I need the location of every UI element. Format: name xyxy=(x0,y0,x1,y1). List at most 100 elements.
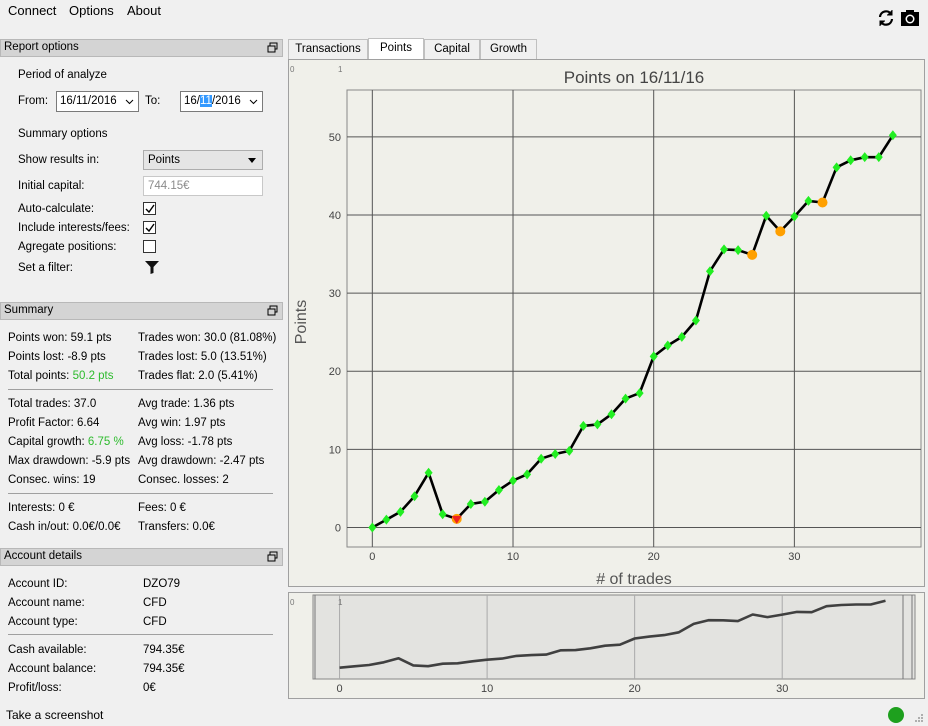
to-label: To: xyxy=(145,95,161,107)
overview-x-tick-label: 20 xyxy=(629,683,641,695)
win-marker xyxy=(565,445,574,456)
menu-options[interactable]: Options xyxy=(69,3,114,18)
x-tick-label: 0 xyxy=(369,551,375,563)
win-marker xyxy=(382,514,391,525)
summary-header: Summary xyxy=(0,302,283,320)
points-won: Points won: 59.1 pts xyxy=(8,332,112,344)
status-bar: Take a screenshot xyxy=(0,705,928,726)
to-date-picker[interactable]: 16/11/2016 xyxy=(180,91,263,112)
y-tick-label: 0 xyxy=(335,522,341,534)
auto-calculate-checkbox[interactable] xyxy=(143,202,156,215)
filter-icon[interactable] xyxy=(144,259,160,275)
to-date-year: /2016 xyxy=(211,95,241,107)
account-name-label: Account name: xyxy=(8,597,85,609)
win-marker xyxy=(790,211,799,222)
chart-title: Points on 16/11/16 xyxy=(564,68,705,87)
account-details-title: Account details xyxy=(4,550,82,562)
win-marker xyxy=(523,469,532,480)
account-type-value: CFD xyxy=(143,616,167,628)
account-balance-value: 794.35€ xyxy=(143,663,185,675)
show-results-value: Points xyxy=(148,154,180,166)
overview-x-tick-label: 30 xyxy=(776,683,788,695)
status-text[interactable]: Take a screenshot xyxy=(6,708,104,722)
win-marker xyxy=(734,245,743,256)
x-tick-label: 10 xyxy=(507,551,519,563)
avg-drawdown: Avg drawdown: -2.47 pts xyxy=(138,455,265,467)
profit-factor: Profit Factor: 6.64 xyxy=(8,417,100,429)
avg-win: Avg win: 1.97 pts xyxy=(138,417,226,429)
loss-marker xyxy=(747,249,758,260)
y-tick-label: 10 xyxy=(329,444,341,456)
tab-capital[interactable]: Capital xyxy=(424,39,480,59)
to-date-month-selected: 11 xyxy=(200,95,212,107)
win-marker xyxy=(537,453,546,464)
win-marker xyxy=(424,467,433,478)
win-marker xyxy=(368,522,377,533)
x-tick-label: 20 xyxy=(648,551,660,563)
win-marker xyxy=(509,475,518,486)
tab-growth[interactable]: Growth xyxy=(480,39,537,59)
win-marker xyxy=(579,420,588,431)
trades-won: Trades won: 30.0 (81.08%) xyxy=(138,332,277,344)
total-points-label: Total points: xyxy=(8,370,73,382)
initial-capital-input[interactable]: 744.15€ xyxy=(143,176,263,196)
from-date-picker[interactable]: 16/11/2016 xyxy=(56,91,139,112)
trades-lost: Trades lost: 5.0 (13.51%) xyxy=(138,351,267,363)
chevron-down-icon xyxy=(125,99,134,105)
to-date-day: 16/ xyxy=(184,95,200,107)
win-marker xyxy=(396,506,405,517)
divider xyxy=(8,389,273,390)
camera-icon[interactable] xyxy=(900,8,920,28)
fees: Fees: 0 € xyxy=(138,502,186,514)
y-tick-label: 20 xyxy=(329,366,341,378)
tab-points[interactable]: Points xyxy=(368,38,424,59)
account-type-label: Account type: xyxy=(8,616,78,628)
win-marker xyxy=(720,244,729,255)
cash-available-value: 794.35€ xyxy=(143,644,185,656)
float-panel-icon[interactable] xyxy=(267,42,278,53)
overview-corner-label-left: 0 xyxy=(290,598,295,607)
overview-x-tick-label: 0 xyxy=(336,683,342,695)
include-interests-checkbox[interactable] xyxy=(143,221,156,234)
period-label: Period of analyze xyxy=(18,69,107,81)
win-marker xyxy=(832,162,841,173)
float-panel-icon[interactable] xyxy=(267,551,278,562)
plot-area xyxy=(346,89,922,548)
aggregate-positions-checkbox[interactable] xyxy=(143,240,156,253)
y-tick-label: 40 xyxy=(329,210,341,222)
menu-about[interactable]: About xyxy=(127,3,161,18)
x-tick-label: 30 xyxy=(788,551,800,563)
account-id-label: Account ID: xyxy=(8,578,68,590)
y-tick-label: 30 xyxy=(329,288,341,300)
x-axis-label: # of trades xyxy=(596,571,672,586)
win-marker xyxy=(466,499,475,510)
tab-transactions[interactable]: Transactions xyxy=(288,39,368,59)
menu-connect[interactable]: Connect xyxy=(8,3,57,18)
capital-growth-value: 6.75 % xyxy=(87,436,124,448)
float-panel-icon[interactable] xyxy=(267,305,278,316)
win-marker xyxy=(607,409,616,420)
aggregate-positions-label: Agregate positions: xyxy=(18,241,117,253)
show-results-select[interactable]: Points xyxy=(143,150,263,170)
total-points-value: 50.2 pts xyxy=(72,370,114,382)
refresh-icon[interactable] xyxy=(876,8,896,28)
from-label: From: xyxy=(18,95,49,107)
points-chart[interactable]: 0 10 20 30 40 50 0 10 20 30 Points on 16/11/16 # of… xyxy=(288,59,925,588)
loss-marker xyxy=(775,226,786,237)
profit-loss-value: 0€ xyxy=(143,682,156,694)
summary-options-label: Summary options xyxy=(18,128,108,140)
overview-chart-svg: 0 10 20 30 0 1 xyxy=(290,594,916,695)
win-marker xyxy=(649,351,658,362)
points-lost: Points lost: -8.9 pts xyxy=(8,351,106,363)
avg-loss: Avg loss: -1.78 pts xyxy=(138,436,233,448)
resize-grip-icon[interactable] xyxy=(914,713,924,723)
win-marker xyxy=(593,419,602,430)
y-axis-label: Points xyxy=(293,300,310,344)
set-filter-label: Set a filter: xyxy=(18,262,73,274)
consec-wins: Consec. wins: 19 xyxy=(8,474,96,486)
total-trades: Total trades: 37.0 xyxy=(8,398,97,410)
overview-chart[interactable]: 0 10 20 30 0 1 xyxy=(288,592,925,699)
cash-in-out: Cash in/out: 0.0€/0.0€ xyxy=(8,521,121,533)
win-marker xyxy=(762,210,771,221)
show-results-label: Show results in: xyxy=(18,154,100,166)
